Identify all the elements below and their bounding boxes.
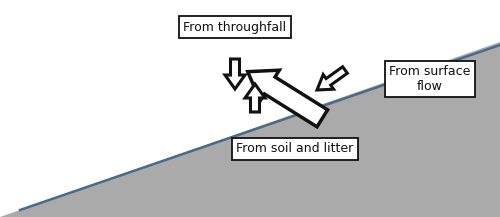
Polygon shape [0, 42, 500, 217]
Text: From soil and litter: From soil and litter [236, 143, 354, 156]
Text: From surface
flow: From surface flow [390, 65, 470, 93]
FancyArrow shape [225, 59, 245, 89]
FancyArrow shape [248, 70, 328, 127]
FancyArrow shape [317, 67, 348, 90]
Text: From throughfall: From throughfall [184, 20, 286, 33]
FancyArrow shape [245, 84, 265, 112]
